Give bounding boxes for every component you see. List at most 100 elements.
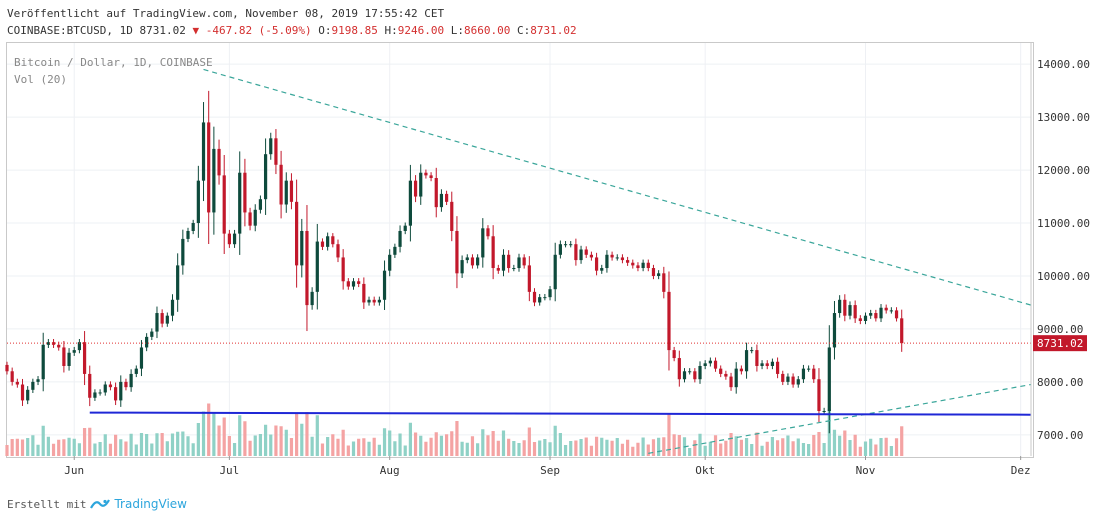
high-label: H: bbox=[384, 24, 398, 37]
y-tick-label: 13000.00 bbox=[1037, 111, 1090, 124]
candle bbox=[139, 347, 144, 369]
volume-bar bbox=[662, 437, 666, 456]
candle bbox=[362, 283, 366, 303]
candle bbox=[744, 350, 749, 372]
candle bbox=[538, 297, 542, 303]
volume-bar bbox=[165, 441, 169, 456]
candle bbox=[191, 223, 195, 231]
volume-bar bbox=[693, 440, 697, 456]
volume-bar bbox=[589, 445, 594, 456]
volume-bar bbox=[269, 434, 273, 456]
volume-bar bbox=[651, 439, 656, 456]
volume-bar bbox=[36, 444, 40, 456]
close-value: 8731.02 bbox=[530, 24, 577, 37]
volume-bar bbox=[331, 434, 335, 456]
candle bbox=[646, 262, 650, 269]
candle bbox=[320, 241, 325, 247]
candle bbox=[739, 368, 743, 372]
volume-bar bbox=[310, 436, 314, 456]
volume-bar bbox=[620, 443, 625, 456]
volume-bar bbox=[688, 448, 692, 456]
candle bbox=[367, 299, 371, 303]
y-tick-label: 14000.00 bbox=[1037, 58, 1090, 71]
candle bbox=[605, 254, 609, 269]
candle bbox=[817, 379, 821, 411]
rising-support-line bbox=[648, 383, 1032, 454]
volume-bar bbox=[636, 442, 640, 456]
candle bbox=[176, 265, 180, 300]
volume-bar bbox=[775, 440, 780, 456]
volume-bar bbox=[858, 446, 862, 456]
volume-bar bbox=[93, 443, 97, 456]
volume-bar bbox=[553, 425, 557, 456]
candle bbox=[574, 244, 578, 261]
candle bbox=[879, 307, 883, 319]
x-tick-label: Okt bbox=[695, 464, 715, 477]
candle bbox=[600, 268, 604, 271]
volume-bar bbox=[413, 432, 418, 456]
volume-bar bbox=[548, 442, 552, 456]
candle bbox=[667, 291, 671, 351]
y-tick-label: 12000.00 bbox=[1037, 164, 1090, 177]
tradingview-brand[interactable]: TradingView bbox=[114, 497, 187, 511]
candle bbox=[212, 148, 216, 213]
symbol-label: COINBASE:BTCUSD, 1D bbox=[7, 24, 133, 37]
y-tick-label: 9000.00 bbox=[1037, 323, 1083, 336]
candle bbox=[77, 342, 82, 351]
volume-bar bbox=[41, 425, 45, 456]
x-tick-label: Dez bbox=[1011, 464, 1031, 477]
volume-bar bbox=[88, 427, 92, 456]
volume-bar bbox=[874, 444, 878, 456]
volume-bar bbox=[527, 427, 531, 456]
candle bbox=[310, 291, 314, 306]
volume-bar bbox=[486, 435, 490, 456]
open-value: 9198.85 bbox=[331, 24, 378, 37]
volume-bar bbox=[77, 443, 82, 456]
candle bbox=[507, 254, 511, 269]
candle bbox=[419, 172, 423, 197]
candle bbox=[884, 307, 888, 311]
candle bbox=[843, 299, 847, 316]
volume-bar bbox=[191, 443, 195, 456]
candle bbox=[584, 249, 588, 255]
volume-bar bbox=[145, 434, 149, 456]
last-price-badge bbox=[1033, 335, 1087, 352]
candle bbox=[331, 236, 335, 245]
footer[interactable]: Erstellt mit TradingView bbox=[7, 497, 187, 511]
candle bbox=[698, 365, 702, 380]
candle bbox=[807, 368, 811, 370]
x-tick-label: Nov bbox=[856, 464, 876, 477]
candle bbox=[253, 209, 257, 226]
x-tick-label: Jun bbox=[64, 464, 84, 477]
candle bbox=[408, 180, 412, 226]
candle bbox=[651, 268, 656, 276]
candle bbox=[388, 254, 392, 271]
candle bbox=[832, 313, 837, 348]
candle bbox=[682, 371, 687, 380]
volume-bar bbox=[279, 426, 283, 456]
volume-bar bbox=[677, 435, 681, 456]
volume-bar bbox=[822, 443, 826, 456]
candle bbox=[145, 336, 149, 348]
candle bbox=[31, 381, 35, 390]
candle bbox=[626, 260, 630, 263]
volume-bar bbox=[124, 441, 128, 456]
candle bbox=[46, 342, 50, 345]
volume-bar bbox=[879, 438, 883, 456]
candle bbox=[424, 172, 428, 176]
volume-bar bbox=[672, 434, 676, 456]
candle bbox=[124, 381, 128, 388]
candle bbox=[812, 368, 816, 380]
volume-bar bbox=[46, 436, 50, 456]
y-tick-label: 8000.00 bbox=[1037, 376, 1083, 389]
volume-bar bbox=[558, 433, 562, 456]
volume-bar bbox=[444, 434, 449, 456]
volume-bar bbox=[646, 444, 650, 456]
candle bbox=[563, 244, 568, 246]
candle bbox=[719, 368, 723, 374]
volume-bar bbox=[791, 441, 795, 456]
volume-bar bbox=[807, 444, 811, 456]
candle bbox=[217, 148, 221, 176]
volume-bar bbox=[563, 445, 568, 456]
